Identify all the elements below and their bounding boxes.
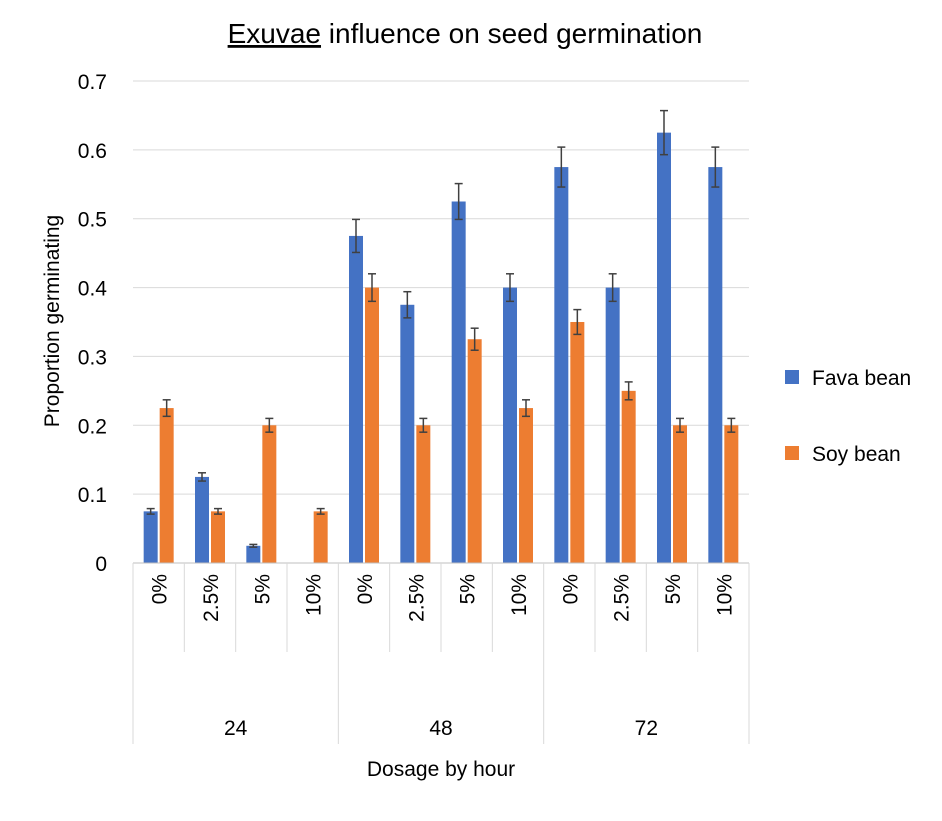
y-axis-tick-labels: 0 0.1 0.2 0.3 0.4 0.5 0.6 0.7 — [78, 71, 108, 576]
x-tick-label: 2.5% — [405, 574, 428, 622]
x-group-label: 48 — [429, 717, 452, 740]
x-tick-label: 5% — [662, 574, 685, 604]
x-tick-label: 5% — [251, 574, 274, 604]
y-axis-label: Proportion germinating — [41, 215, 64, 427]
x-tick-label: 5% — [457, 574, 480, 604]
chart-title-misspelled-word: Exuvae — [228, 18, 321, 49]
y-tick-label: 0.3 — [78, 346, 107, 369]
x-tick-label: 2.5% — [200, 574, 223, 622]
chart-title: Exuvae influence on seed germination — [228, 18, 703, 49]
y-tick-label: 0.5 — [78, 209, 107, 232]
legend: Fava bean Soy bean — [785, 367, 911, 466]
x-group-label: 24 — [224, 717, 248, 740]
bar-soy — [211, 511, 225, 563]
bar-fava — [554, 167, 569, 564]
x-tick-label: 10% — [713, 574, 736, 616]
x-axis: 0% 2.5% 5% 10% 0% 2.5% 5% 10% 0% 2.5% 5% 10% 24 48 72 — [132, 562, 750, 744]
legend-swatch — [785, 446, 799, 460]
bar-soy — [416, 425, 431, 563]
y-tick-label: 0.4 — [78, 278, 108, 301]
bar-soy — [519, 408, 533, 563]
bar-fava — [503, 287, 517, 563]
x-tick-label: 0% — [354, 574, 377, 604]
y-tick-label: 0 — [95, 553, 107, 576]
y-tick-label: 0.2 — [78, 415, 107, 438]
x-tick-label: 0% — [149, 574, 172, 604]
bar-soy — [570, 322, 585, 563]
bar-soy — [313, 511, 328, 563]
bar-soy — [262, 425, 277, 563]
bar-soy — [621, 390, 636, 563]
x-group-label: 72 — [635, 717, 658, 740]
bar-fava — [451, 201, 466, 563]
bar-fava — [349, 235, 363, 563]
x-tick-label: 2.5% — [611, 574, 634, 622]
bar-fava — [246, 545, 261, 563]
x-tick-label: 10% — [508, 574, 531, 616]
x-axis-label: Dosage by hour — [367, 758, 515, 781]
y-tick-label: 0.1 — [78, 484, 107, 507]
x-tick-label: 10% — [303, 574, 326, 616]
bar-soy — [673, 425, 687, 563]
y-tick-label: 0.7 — [78, 71, 107, 94]
bar-fava — [143, 511, 158, 563]
y-tick-label: 0.6 — [78, 140, 107, 163]
error-bars — [146, 109, 736, 548]
bar-soy — [159, 408, 174, 563]
legend-label: Fava bean — [812, 367, 911, 390]
gridlines — [133, 80, 749, 495]
bars — [143, 132, 739, 564]
bar-fava — [708, 167, 723, 564]
bar-soy — [724, 425, 739, 563]
bar-soy — [365, 287, 379, 563]
x-tick-label: 0% — [559, 574, 582, 604]
chart-title-rest: influence on seed germination — [321, 18, 702, 49]
bar-soy — [467, 339, 482, 563]
legend-label: Soy bean — [812, 443, 901, 466]
bar-fava — [195, 476, 209, 563]
legend-swatch — [785, 370, 799, 384]
bar-fava — [657, 132, 671, 563]
bar-fava — [605, 287, 620, 563]
bar-fava — [400, 304, 415, 563]
